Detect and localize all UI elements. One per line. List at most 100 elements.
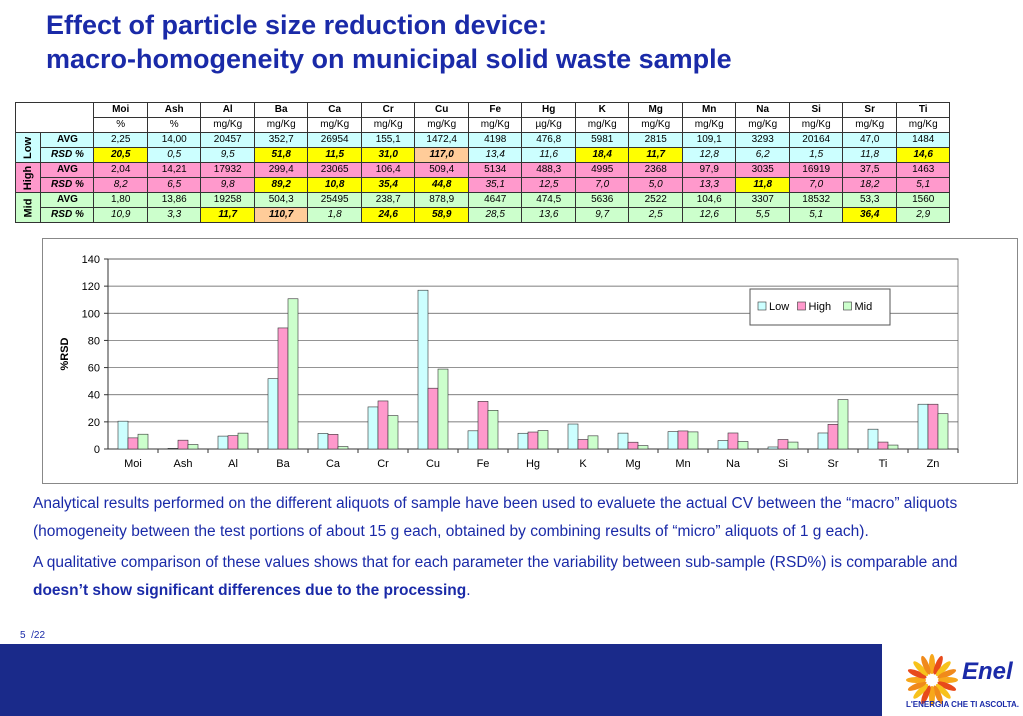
bar-mid-zn [937,413,949,450]
header-mn: Mn [681,102,737,118]
rsd-value: 11,8 [842,147,897,163]
avg-value: 18532 [788,192,844,208]
bar-high-cu [427,387,439,450]
rsd-value: 7,0 [574,177,630,193]
avg-value: 3035 [735,162,790,178]
y-tick-label: 120 [82,281,100,293]
bar-low-cr [367,406,379,450]
header-al: Al [200,102,255,118]
avg-value: 97,9 [681,162,737,178]
table-row-high-avg: High AVG 2,04 14,21 17932 299,4 23065 106,4 509,… [14,162,951,193]
x-tick-label: Ba [276,458,290,470]
avg-value: 13,86 [146,192,202,208]
bar-mid-na [737,441,749,450]
rsd-value: 11,6 [521,147,576,163]
avg-value: 1472,4 [414,132,469,148]
header-ba: Ba [253,102,309,118]
paragraph-2-bold: doesn’t show significant differences due… [33,581,467,599]
logo-ray [906,677,926,683]
logo-ray [938,677,958,683]
bar-low-mn [667,431,679,450]
bar-mid-k [587,435,599,450]
unit-cell: mg/Kg [895,117,951,133]
unit-cell: % [146,117,202,133]
bar-high-ash [177,439,189,450]
avg-value: 1484 [895,132,951,148]
rsd-label: RSD % [40,147,95,163]
avg-value: 474,5 [521,192,576,208]
plot-area [107,258,959,450]
x-tick-label: Fe [477,458,490,470]
x-tick-label: Mg [625,458,640,470]
avg-value: 53,3 [842,192,897,208]
rsd-value: 13,4 [467,147,523,163]
legend-swatch-mid [843,301,852,311]
rsd-value: 28,5 [467,207,523,223]
y-tick-label: 80 [88,335,100,347]
avg-value: 4647 [467,192,523,208]
avg-value: 509,4 [414,162,469,178]
unit-cell: mg/Kg [200,117,255,133]
avg-value: 4198 [467,132,523,148]
rsd-value: 51,8 [253,147,309,163]
table-header-row: Moi Ash Al Ba Ca Cr Cu Fe Hg K Mg Mn Na Si Sr Ti [14,102,951,133]
unit-cell: µg/Kg [521,117,576,133]
avg-value: 106,4 [360,162,416,178]
avg-value: 504,3 [253,192,309,208]
x-tick-label: Sr [828,458,839,470]
rsd-value: 2,9 [895,207,951,223]
avg-value: 20457 [200,132,255,148]
unit-cell: mg/Kg [735,117,790,133]
paragraph-2-end: . [466,581,471,599]
bar-high-ca [327,434,339,450]
bar-low-fe [467,430,479,450]
logo-ray [929,686,935,706]
unit-cell: mg/Kg [467,117,523,133]
unit-cell: mg/Kg [574,117,630,133]
avg-value: 2522 [628,192,683,208]
rsd-value: 13,3 [681,177,737,193]
bar-mid-ti [887,444,899,450]
avg-value: 5134 [467,162,523,178]
avg-value: 5981 [574,132,630,148]
footer-bar [0,644,1023,716]
header-mg: Mg [628,102,683,118]
bar-high-ba [277,327,289,450]
bar-high-ti [877,441,889,450]
rsd-value: 44,8 [414,177,469,193]
y-axis-label: %RSD [59,337,71,370]
bar-mid-ba [287,298,299,450]
y-tick-label: 0 [94,444,100,456]
bar-high-moi [127,437,139,450]
bar-mid-cr [387,415,399,450]
x-tick-label: Moi [124,458,142,470]
x-tick-label: Zn [927,458,940,470]
avg-value: 19258 [200,192,255,208]
rsd-value: 58,9 [414,207,469,223]
avg-value: 25495 [307,192,362,208]
rsd-value: 12,5 [521,177,576,193]
page-total: /22 [31,630,46,641]
avg-value: 299,4 [253,162,309,178]
unit-cell: mg/Kg [414,117,469,133]
avg-value: 37,5 [842,162,897,178]
x-tick-label: K [579,458,587,470]
rsd-value: 9,8 [200,177,255,193]
avg-value: 1,80 [93,192,148,208]
avg-value: 476,8 [521,132,576,148]
avg-value: 2815 [628,132,683,148]
bar-low-moi [117,420,129,450]
bar-low-ca [317,433,329,450]
rsd-value: 11,8 [735,177,790,193]
rsd-label: RSD % [40,207,95,223]
unit-cell: mg/Kg [628,117,683,133]
rsd-value: 5,5 [735,207,790,223]
rsd-value: 6,2 [735,147,790,163]
legend-swatch-high [797,301,806,311]
logo-ray [913,683,929,699]
header-ti: Ti [895,102,951,118]
title-line-1: Effect of particle size reduction device… [46,10,548,40]
bar-high-sr [827,424,839,450]
avg-value: 47,0 [842,132,897,148]
rsd-value: 20,5 [93,147,148,163]
